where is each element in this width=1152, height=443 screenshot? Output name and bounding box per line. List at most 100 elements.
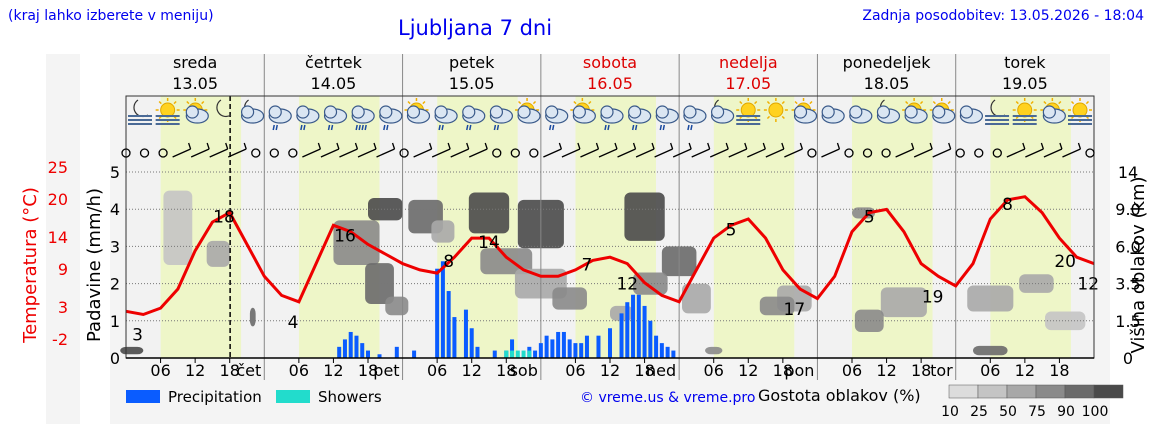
- sun-ray: [573, 100, 577, 105]
- wind-barb-icon: [354, 142, 359, 150]
- precipitation-tick-label: 3: [110, 237, 120, 256]
- sun-ray: [186, 100, 190, 105]
- precipitation-tick-label: 4: [110, 200, 120, 219]
- precipitation-bar: [475, 346, 480, 358]
- rain-drop: [383, 124, 386, 131]
- day-date: 16.05: [587, 74, 633, 93]
- sun-fog-icon: [1012, 98, 1037, 125]
- wind-barb-icon: [431, 148, 451, 158]
- sun-cloud-icon: [183, 98, 209, 124]
- cloud-icon: [959, 105, 984, 124]
- day-name: nedelja: [719, 53, 778, 72]
- wind-barb-icon: [561, 148, 581, 158]
- x-tick-label: 06: [289, 361, 309, 380]
- cloud-rain-icon: [268, 105, 292, 131]
- sun-fog-icon: [736, 98, 761, 125]
- sun-ray: [932, 100, 936, 105]
- sun-ray: [201, 100, 205, 105]
- cloud-shape: [600, 105, 614, 119]
- cloud-density-area: [468, 192, 510, 234]
- precipitation-bar: [492, 350, 497, 358]
- precipitation-bar: [596, 335, 601, 358]
- rain-drop: [659, 124, 663, 131]
- wind-calm-icon: [529, 148, 539, 158]
- wind-barb-icon: [391, 142, 396, 150]
- wind-barb-icon: [781, 142, 785, 150]
- day-name: sreda: [173, 53, 217, 72]
- night-band: [932, 96, 956, 358]
- wind-barb-icon: [1040, 142, 1045, 150]
- wind-barb-icon: [484, 142, 488, 150]
- wind-calm-icon: [974, 148, 984, 158]
- rain-drop: [687, 124, 690, 131]
- x-tick-label: 12: [323, 361, 343, 380]
- day-date: 13.05: [172, 74, 218, 93]
- rain-drop: [607, 124, 610, 131]
- wind-barb-icon: [614, 142, 618, 150]
- rain-drop: [358, 124, 361, 131]
- wind-barb-icon: [669, 142, 674, 150]
- wind-barb-icon: [580, 148, 599, 158]
- x-day-label: pet: [373, 361, 399, 380]
- temperature-label: 7: [582, 255, 593, 275]
- rain-drop: [438, 124, 441, 131]
- rain-drop: [355, 124, 358, 131]
- moon-fog-icon: [985, 99, 1010, 125]
- wind-barb-icon: [691, 148, 710, 158]
- cloud-density-area: [368, 198, 403, 221]
- wind-barb-icon: [190, 148, 210, 158]
- showers-bar: [515, 350, 520, 358]
- night-band: [679, 96, 714, 358]
- x-day-label: čet: [236, 361, 261, 380]
- wind-barb-icon: [635, 148, 655, 158]
- night-band: [1070, 96, 1094, 358]
- wind-barb-icon: [929, 142, 933, 150]
- sun-ray: [1058, 100, 1062, 105]
- sun-cloud-icon: [570, 98, 596, 124]
- wind-barb-icon: [302, 148, 321, 158]
- wind-barb-icon: [413, 148, 432, 158]
- wind-barb-icon: [632, 142, 637, 150]
- cloud-shape: [240, 105, 255, 119]
- rain-drop: [604, 124, 607, 131]
- cloud-height-tick-label: 14: [1118, 163, 1138, 182]
- showers-bar: [521, 350, 526, 358]
- temperature-tick-label: 14: [48, 228, 68, 247]
- wind-barb-icon: [895, 148, 914, 158]
- x-tick-label: 06: [704, 361, 724, 380]
- cloud-shape: [655, 105, 669, 119]
- wind-barb-icon: [948, 142, 952, 150]
- day-name: petek: [449, 53, 495, 72]
- cloud-shape: [932, 105, 946, 119]
- temperature-axis-title: Temperatura (°C): [20, 187, 41, 344]
- sun-ray: [1030, 100, 1034, 105]
- night-band: [126, 96, 161, 358]
- wind-barb-icon: [336, 142, 340, 150]
- cloud-density-area: [705, 346, 723, 355]
- cloud-density-area: [333, 220, 380, 265]
- wind-barb-icon: [577, 142, 581, 150]
- showers-bar: [504, 350, 509, 358]
- wind-calm-icon: [251, 148, 261, 158]
- cloud-icon: [821, 105, 845, 124]
- density-scale-box: [977, 384, 1008, 399]
- cloud-density-area: [967, 285, 1014, 312]
- x-tick-label: 06: [980, 361, 1000, 380]
- wind-barb-icon: [206, 142, 210, 150]
- wind-barb-icon: [913, 148, 933, 158]
- cloud-density-area: [365, 263, 394, 305]
- wind-barb-icon: [1025, 148, 1044, 158]
- sun-ray: [809, 100, 813, 105]
- cloud-density-area: [854, 309, 884, 332]
- sun-ray: [407, 100, 411, 105]
- cloud-rain-icon: [545, 105, 569, 131]
- day-date: 17.05: [725, 74, 771, 93]
- wind-barb-icon: [558, 142, 563, 150]
- cloud-height-tick-label: 0: [1123, 349, 1133, 368]
- sun-ray: [173, 100, 177, 105]
- legend-label: Showers: [318, 388, 382, 406]
- sun-ray: [781, 100, 785, 105]
- wind-barb-icon: [339, 148, 358, 158]
- wind-calm-icon: [288, 148, 298, 158]
- last-updated: Zadnja posodobitev: 13.05.2026 - 18:04: [862, 8, 1144, 24]
